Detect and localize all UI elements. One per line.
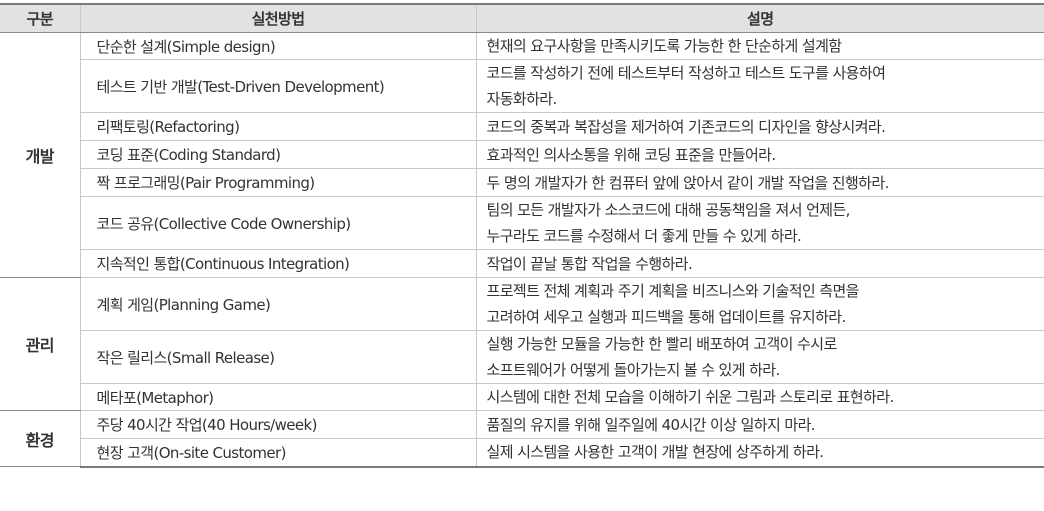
description-cell: 실제 시스템을 사용한 고객이 개발 현장에 상주하게 하라.	[476, 439, 1044, 467]
table-row: 코드 공유(Collective Code Ownership)팀의 모든 개발…	[0, 197, 1044, 250]
description-cell: 현재의 요구사항을 만족시키도록 가능한 한 단순하게 설계함	[476, 33, 1044, 60]
table-row: 테스트 기반 개발(Test-Driven Development)코드를 작성…	[0, 60, 1044, 113]
method-cell: 지속적인 통합(Continuous Integration)	[80, 250, 476, 278]
description-cell: 코드의 중복과 복잡성을 제거하여 기존코드의 디자인을 향상시켜라.	[476, 113, 1044, 141]
description-line: 코드를 작성하기 전에 테스트부터 작성하고 테스트 도구를 사용하여	[487, 60, 1044, 86]
table-row: 리팩토링(Refactoring) 코드의 중복과 복잡성을 제거하여 기존코드의…	[0, 113, 1044, 141]
table-row: 지속적인 통합(Continuous Integration) 작업이 끝날 통합…	[0, 250, 1044, 278]
method-cell: 주당 40시간 작업(40 Hours/week)	[80, 411, 476, 439]
category-cell: 개발	[0, 33, 80, 278]
description-cell: 팀의 모든 개발자가 소스코드에 대해 공동책임을 져서 언제든,누구라도 코드…	[476, 197, 1044, 250]
description-cell: 작업이 끝날 통합 작업을 수행하라.	[476, 250, 1044, 278]
description-line: 품질의 유지를 위해 일주일에 40시간 이상 일하지 마라.	[487, 412, 1044, 438]
description-line: 팀의 모든 개발자가 소스코드에 대해 공동책임을 져서 언제든,	[487, 197, 1044, 223]
category-cell: 환경	[0, 411, 80, 467]
description-line: 실행 가능한 모듈을 가능한 한 빨리 배포하여 고객이 수시로	[487, 331, 1044, 357]
description-cell: 두 명의 개발자가 한 컴퓨터 앞에 앉아서 같이 개발 작업을 진행하라.	[476, 169, 1044, 197]
method-cell: 단순한 설계(Simple design)	[80, 33, 476, 60]
header-row: 구분 실천방법 설명	[0, 4, 1044, 33]
method-cell: 테스트 기반 개발(Test-Driven Development)	[80, 60, 476, 113]
description-line: 시스템에 대한 전체 모습을 이해하기 쉬운 그림과 스토리로 표현하라.	[487, 384, 1044, 410]
method-cell: 짝 프로그래밍(Pair Programming)	[80, 169, 476, 197]
description-line: 고려하여 세우고 실행과 피드백을 통해 업데이트를 유지하라.	[487, 304, 1044, 330]
description-line: 현재의 요구사항을 만족시키도록 가능한 한 단순하게 설계함	[487, 33, 1044, 59]
method-cell: 코딩 표준(Coding Standard)	[80, 141, 476, 169]
method-cell: 작은 릴리스(Small Release)	[80, 331, 476, 384]
description-cell: 시스템에 대한 전체 모습을 이해하기 쉬운 그림과 스토리로 표현하라.	[476, 384, 1044, 411]
method-cell: 리팩토링(Refactoring)	[80, 113, 476, 141]
description-line: 작업이 끝날 통합 작업을 수행하라.	[487, 251, 1044, 277]
description-line: 프로젝트 전체 계획과 주기 계획을 비즈니스와 기술적인 측면을	[487, 278, 1044, 304]
description-line: 자동화하라.	[487, 86, 1044, 112]
description-line: 누구라도 코드를 수정해서 더 좋게 만들 수 있게 하라.	[487, 223, 1044, 249]
description-cell: 효과적인 의사소통을 위해 코딩 표준을 만들어라.	[476, 141, 1044, 169]
table-row: 코딩 표준(Coding Standard) 효과적인 의사소통을 위해 코딩 표…	[0, 141, 1044, 169]
description-line: 코드의 중복과 복잡성을 제거하여 기존코드의 디자인을 향상시켜라.	[487, 114, 1044, 140]
table-row: 작은 릴리스(Small Release)실행 가능한 모듈을 가능한 한 빨리…	[0, 331, 1044, 384]
method-cell: 계획 게임(Planning Game)	[80, 278, 476, 331]
header-description: 설명	[476, 4, 1044, 33]
header-category: 구분	[0, 4, 80, 33]
description-line: 두 명의 개발자가 한 컴퓨터 앞에 앉아서 같이 개발 작업을 진행하라.	[487, 170, 1044, 196]
method-cell: 현장 고객(On-site Customer)	[80, 439, 476, 467]
method-cell: 코드 공유(Collective Code Ownership)	[80, 197, 476, 250]
description-cell: 품질의 유지를 위해 일주일에 40시간 이상 일하지 마라.	[476, 411, 1044, 439]
table-row: 현장 고객(On-site Customer) 실제 시스템을 사용한 고객이 개…	[0, 439, 1044, 467]
category-cell: 관리	[0, 278, 80, 411]
table-row: 메타포(Metaphor) 시스템에 대한 전체 모습을 이해하기 쉬운 그림과 …	[0, 384, 1044, 411]
description-line: 효과적인 의사소통을 위해 코딩 표준을 만들어라.	[487, 142, 1044, 168]
description-line: 실제 시스템을 사용한 고객이 개발 현장에 상주하게 하라.	[487, 439, 1044, 465]
method-cell: 메타포(Metaphor)	[80, 384, 476, 411]
table-row: 짝 프로그래밍(Pair Programming) 두 명의 개발자가 한 컴퓨터…	[0, 169, 1044, 197]
description-line: 소프트웨어가 어떻게 돌아가는지 볼 수 있게 하라.	[487, 357, 1044, 383]
header-method: 실천방법	[80, 4, 476, 33]
